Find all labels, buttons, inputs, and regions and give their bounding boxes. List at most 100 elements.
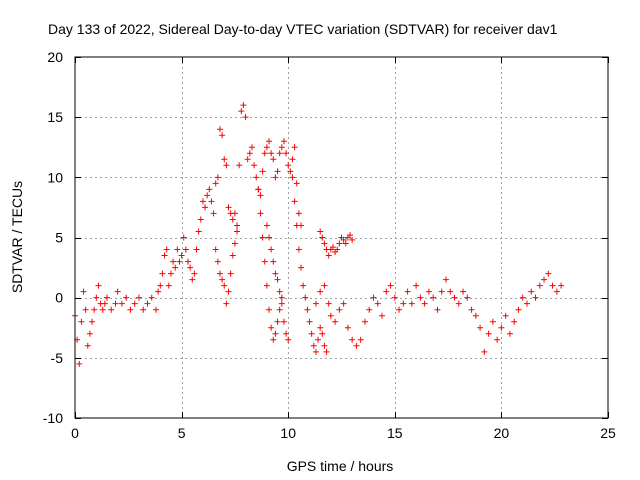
data-point xyxy=(532,294,539,301)
data-point xyxy=(155,288,162,295)
data-point xyxy=(257,192,264,199)
data-point xyxy=(291,198,298,205)
data-point xyxy=(214,258,221,265)
data-point xyxy=(321,342,328,349)
data-point xyxy=(229,252,236,259)
data-point xyxy=(84,342,91,349)
data-point xyxy=(189,276,196,283)
data-point xyxy=(108,306,115,313)
data-point xyxy=(340,236,347,243)
data-point xyxy=(280,138,287,145)
data-point xyxy=(210,210,217,217)
data-point xyxy=(182,246,189,253)
data-point xyxy=(204,192,211,199)
data-point xyxy=(306,318,313,325)
data-point xyxy=(515,306,522,313)
data-point xyxy=(541,276,548,283)
data-point xyxy=(278,144,285,151)
data-point xyxy=(321,240,328,247)
data-point xyxy=(285,162,292,169)
data-point xyxy=(558,282,565,289)
x-tick-label: 15 xyxy=(387,425,403,441)
data-point xyxy=(172,264,179,271)
data-point xyxy=(170,258,177,265)
data-point xyxy=(506,330,513,337)
data-point xyxy=(193,246,200,253)
data-point xyxy=(502,312,509,319)
data-point xyxy=(276,306,283,313)
data-point xyxy=(197,216,204,223)
data-point xyxy=(153,306,160,313)
data-point xyxy=(396,306,403,313)
data-point xyxy=(317,288,324,295)
data-point xyxy=(174,246,181,253)
data-point xyxy=(302,294,309,301)
data-point xyxy=(379,312,386,319)
data-point xyxy=(344,324,351,331)
data-point xyxy=(251,162,258,169)
data-point xyxy=(366,306,373,313)
data-point xyxy=(374,300,381,307)
data-point xyxy=(321,282,328,289)
data-point xyxy=(317,324,324,331)
data-point xyxy=(163,246,170,253)
data-point xyxy=(289,174,296,181)
data-point xyxy=(223,300,230,307)
data-point xyxy=(234,228,241,235)
data-point xyxy=(272,270,279,277)
data-point xyxy=(323,348,330,355)
data-point xyxy=(268,150,275,157)
data-point xyxy=(114,288,121,295)
axis-ticks: 0 5 10 15 20 25 -10 -5 0 5 10 15 20 xyxy=(43,49,616,441)
x-tick-label: 5 xyxy=(178,425,186,441)
data-point xyxy=(266,306,273,313)
y-tick-label: -10 xyxy=(43,410,63,426)
data-point xyxy=(387,282,394,289)
data-point xyxy=(259,168,266,175)
data-point xyxy=(545,270,552,277)
data-point xyxy=(231,240,238,247)
y-tick-label: 20 xyxy=(47,49,63,65)
data-point xyxy=(325,252,332,259)
data-point xyxy=(263,222,270,229)
data-point xyxy=(270,156,277,163)
data-point xyxy=(361,318,368,325)
data-point xyxy=(214,174,221,181)
data-point xyxy=(383,288,390,295)
data-point xyxy=(421,300,428,307)
data-point xyxy=(240,102,247,109)
data-point xyxy=(187,264,194,271)
data-point xyxy=(287,168,294,175)
data-point xyxy=(93,294,100,301)
data-point xyxy=(148,294,155,301)
data-point xyxy=(135,294,142,301)
data-point xyxy=(195,228,202,235)
data-point xyxy=(312,348,319,355)
data-point xyxy=(199,198,206,205)
data-point xyxy=(89,318,96,325)
data-point xyxy=(498,324,505,331)
data-point xyxy=(455,300,462,307)
data-point xyxy=(131,300,138,307)
data-point xyxy=(485,330,492,337)
data-point xyxy=(391,294,398,301)
data-point xyxy=(261,258,268,265)
data-point xyxy=(425,288,432,295)
data-point xyxy=(216,126,223,133)
data-point xyxy=(212,246,219,253)
data-point xyxy=(202,204,209,211)
data-point xyxy=(511,318,518,325)
data-point xyxy=(266,138,273,145)
data-point xyxy=(234,222,241,229)
data-point xyxy=(336,306,343,313)
data-point xyxy=(244,156,251,163)
data-point xyxy=(167,270,174,277)
data-point xyxy=(123,294,130,301)
data-point xyxy=(159,270,166,277)
y-tick-label: 0 xyxy=(55,290,63,306)
data-point xyxy=(400,300,407,307)
data-point xyxy=(261,150,268,157)
data-point xyxy=(176,258,183,265)
data-point xyxy=(278,300,285,307)
data-point xyxy=(263,144,270,151)
